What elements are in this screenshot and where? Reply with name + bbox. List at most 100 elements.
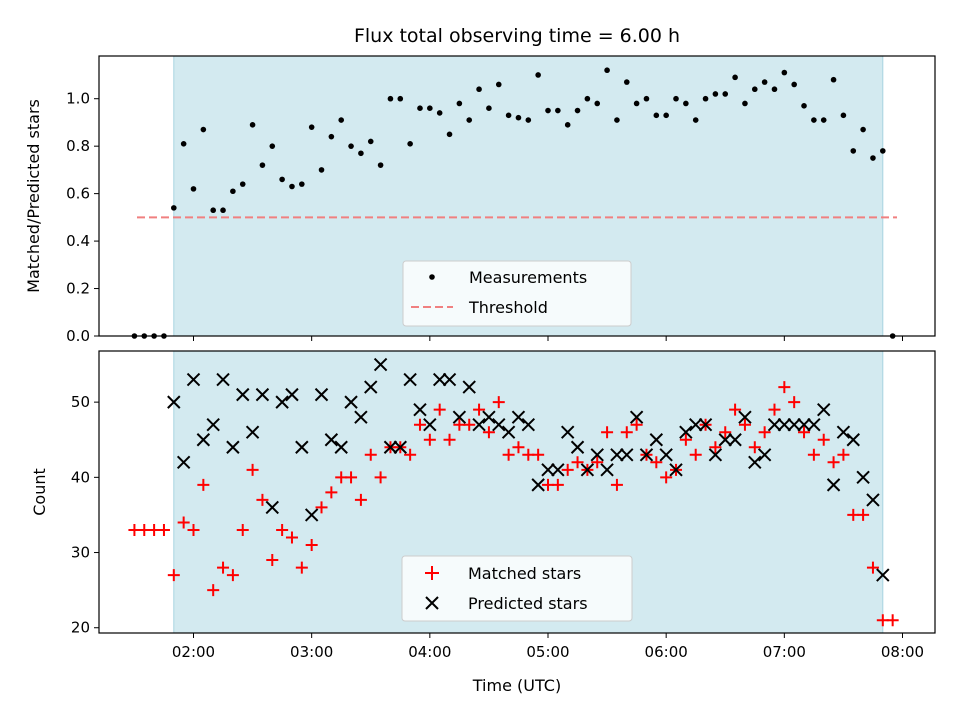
measurement-point — [870, 155, 876, 161]
matched-star-point — [689, 448, 702, 461]
predicted-star-point — [413, 402, 427, 417]
matched-star-point — [512, 441, 525, 454]
measurement-point — [623, 79, 630, 85]
matched-star-point — [177, 516, 190, 529]
matched-star-point — [610, 478, 623, 491]
measurement-point — [692, 117, 699, 123]
matched-star-point — [423, 433, 436, 446]
measurement-point — [200, 126, 207, 133]
measurement-point — [417, 105, 423, 112]
predicted-star-point — [659, 448, 673, 462]
matched-star-point — [482, 426, 495, 439]
measurement-point — [574, 107, 581, 114]
predicted-star-point — [442, 372, 457, 387]
matched-star-point — [886, 614, 899, 627]
x-axis-label: Time (UTC) — [472, 676, 561, 695]
top-y-tick-label: 0.0 — [66, 327, 90, 345]
matched-star-point — [433, 403, 446, 416]
predicted-star-point — [629, 410, 644, 424]
matched-star-point — [709, 441, 722, 454]
measurement-point — [722, 91, 729, 97]
measurement-point — [643, 95, 650, 102]
x-tick-label: 03:00 — [290, 643, 333, 661]
measurement-point — [545, 107, 551, 114]
measurement-point — [801, 103, 807, 109]
matched-star-point — [798, 426, 811, 439]
matched-star-point — [660, 471, 673, 484]
predicted-star-point — [679, 425, 693, 439]
x-tick-label: 04:00 — [408, 643, 451, 661]
measurement-point — [348, 143, 354, 149]
matched-star-point — [719, 426, 732, 439]
predicted-star-point — [541, 463, 555, 477]
measurement-points — [131, 67, 896, 339]
matched-star-point — [197, 478, 210, 491]
legend-label-predicted: Predicted stars — [468, 594, 588, 613]
predicted-star-point — [551, 463, 565, 477]
matched-star-point — [315, 501, 328, 514]
predicted-star-point — [817, 402, 831, 417]
measurement-point — [171, 205, 177, 211]
matched-star-point — [502, 448, 515, 461]
predicted-star-point — [876, 568, 890, 582]
matched-star-point — [837, 448, 850, 461]
predicted-star-point — [383, 440, 398, 454]
predicted-star-point — [570, 440, 585, 454]
bottom-plot-frame — [98, 350, 936, 634]
predicted-star-point — [216, 372, 230, 387]
matched-star-point — [325, 486, 338, 499]
matched-star-point — [167, 569, 180, 582]
predicted-star-point — [787, 417, 801, 432]
predicted-star-point — [708, 448, 723, 462]
measurement-point — [820, 117, 827, 123]
matched-star-point — [305, 539, 318, 552]
predicted-star-point — [866, 493, 880, 507]
measurement-point — [614, 117, 620, 123]
predicted-star-point — [777, 417, 792, 432]
measurement-point — [673, 95, 679, 102]
matched-star-point — [571, 456, 584, 469]
matched-star-point — [226, 569, 239, 582]
predicted-star-point — [393, 440, 407, 454]
measurement-point — [180, 140, 187, 147]
matched-star-point — [345, 471, 358, 484]
matched-star-point — [473, 403, 486, 416]
predicted-star-point — [423, 417, 437, 432]
chart-title: Flux total observing time = 6.00 h — [354, 25, 680, 47]
predicted-star-point — [275, 395, 289, 409]
measurement-point — [358, 150, 364, 157]
bottom-y-tick-label: 30 — [71, 544, 90, 562]
predicted-star-point — [649, 433, 664, 447]
predicted-star-point — [206, 417, 220, 432]
matched-star-point — [788, 396, 801, 409]
predicted-star-point — [521, 417, 536, 432]
top-legend: Measurements Threshold — [402, 260, 632, 327]
matched-star-point — [463, 418, 476, 431]
ratio-panel: 0.0 0.2 0.4 0.6 0.8 1.0 Matched/Predicted sta… — [24, 55, 936, 345]
measurement-point — [742, 100, 748, 107]
bottom-y-tick-label: 40 — [71, 468, 90, 486]
matched-star-point — [866, 561, 879, 574]
matched-star-point — [217, 561, 230, 574]
matched-star-point — [748, 441, 761, 454]
matched-star-point — [276, 523, 289, 536]
predicted-star-point — [226, 440, 240, 454]
measurement-point — [712, 91, 719, 97]
predicted-star-point — [295, 440, 309, 454]
predicted-star-point — [600, 463, 614, 477]
predicted-star-point — [255, 387, 270, 402]
measurement-point — [387, 95, 394, 102]
predicted-star-point — [748, 455, 762, 470]
predicted-star-point — [807, 417, 821, 432]
matched-star-point — [256, 493, 269, 506]
legend-dot-marker — [429, 274, 435, 280]
measurement-point — [791, 81, 797, 88]
measurement-point — [633, 100, 640, 107]
measurement-point — [683, 100, 689, 107]
predicted-star-point — [580, 463, 595, 477]
predicted-star-point — [846, 433, 860, 447]
matched-star-point — [591, 456, 604, 469]
measurement-point — [466, 117, 473, 123]
matched-star-point — [827, 456, 840, 469]
